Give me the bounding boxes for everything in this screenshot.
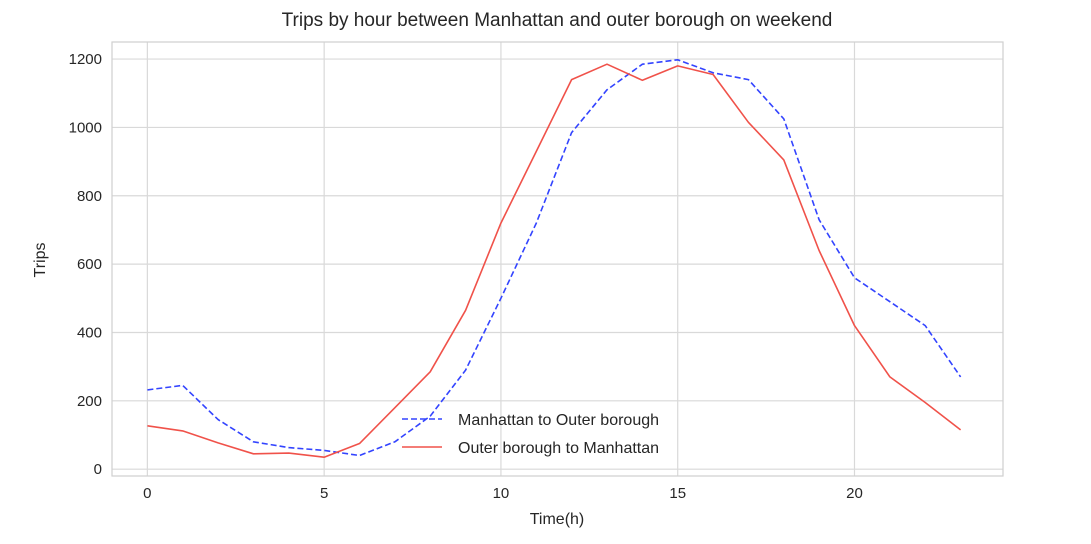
x-tick-label: 15	[669, 485, 686, 502]
legend-label-2: Outer borough to Manhattan	[458, 440, 659, 457]
y-tick-label: 400	[77, 324, 102, 341]
y-tick-label: 1000	[69, 119, 102, 136]
x-axis-label: Time(h)	[530, 511, 585, 528]
y-tick-label: 1200	[69, 51, 102, 68]
y-tick-label: 0	[94, 461, 102, 478]
y-tick-label: 800	[77, 188, 102, 205]
x-tick-label: 0	[143, 485, 151, 502]
series-line-1	[147, 58, 962, 457]
y-tick-label: 600	[77, 256, 102, 273]
x-tick-label: 10	[493, 485, 510, 502]
x-tick-label: 5	[320, 485, 328, 502]
chart-title: Trips by hour between Manhattan and oute…	[282, 10, 833, 31]
series-line-2	[147, 63, 962, 459]
legend-label-1: Manhattan to Outer borough	[458, 412, 659, 429]
x-tick-label: 20	[846, 485, 863, 502]
plot-frame	[111, 41, 1004, 477]
y-tick-label: 200	[77, 393, 102, 410]
y-axis-label: Trips	[32, 243, 49, 278]
